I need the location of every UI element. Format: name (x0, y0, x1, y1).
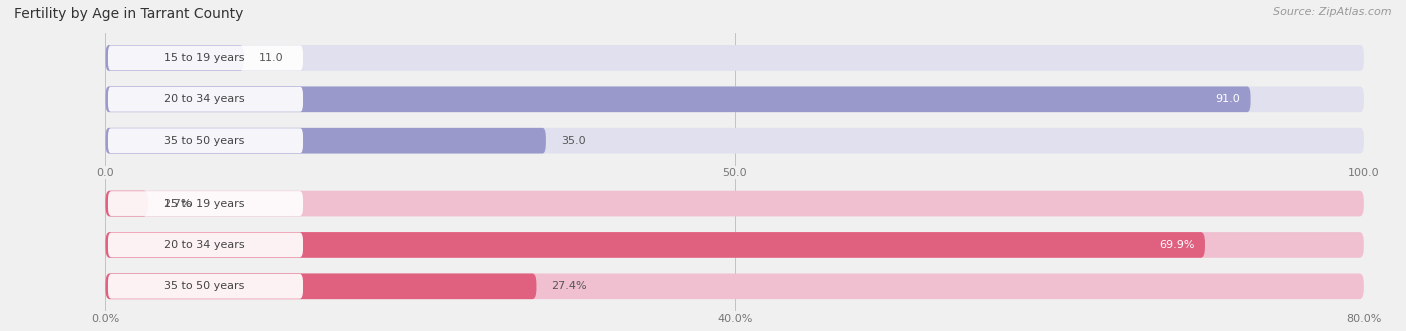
FancyBboxPatch shape (108, 128, 304, 153)
Text: 20 to 34 years: 20 to 34 years (165, 94, 245, 104)
FancyBboxPatch shape (108, 87, 304, 112)
FancyBboxPatch shape (105, 273, 537, 299)
FancyBboxPatch shape (105, 45, 243, 71)
FancyBboxPatch shape (105, 273, 1364, 299)
Text: 11.0: 11.0 (259, 53, 284, 63)
Text: 91.0: 91.0 (1216, 94, 1240, 104)
FancyBboxPatch shape (105, 86, 1364, 112)
Text: 35 to 50 years: 35 to 50 years (165, 281, 245, 291)
FancyBboxPatch shape (105, 191, 1364, 216)
FancyBboxPatch shape (108, 45, 304, 70)
Text: 15 to 19 years: 15 to 19 years (165, 53, 245, 63)
FancyBboxPatch shape (105, 232, 1205, 258)
FancyBboxPatch shape (105, 128, 1364, 154)
FancyBboxPatch shape (105, 45, 1364, 71)
FancyBboxPatch shape (108, 232, 304, 258)
FancyBboxPatch shape (105, 191, 148, 216)
FancyBboxPatch shape (108, 191, 304, 216)
FancyBboxPatch shape (108, 274, 304, 299)
Text: 35.0: 35.0 (561, 136, 586, 146)
Text: 15 to 19 years: 15 to 19 years (165, 199, 245, 209)
Text: Source: ZipAtlas.com: Source: ZipAtlas.com (1274, 7, 1392, 17)
FancyBboxPatch shape (105, 128, 546, 154)
FancyBboxPatch shape (105, 232, 1364, 258)
Text: 27.4%: 27.4% (551, 281, 588, 291)
Text: 20 to 34 years: 20 to 34 years (165, 240, 245, 250)
Text: 69.9%: 69.9% (1160, 240, 1195, 250)
Text: 2.7%: 2.7% (163, 199, 191, 209)
Text: Fertility by Age in Tarrant County: Fertility by Age in Tarrant County (14, 7, 243, 21)
Text: 35 to 50 years: 35 to 50 years (165, 136, 245, 146)
FancyBboxPatch shape (105, 86, 1250, 112)
